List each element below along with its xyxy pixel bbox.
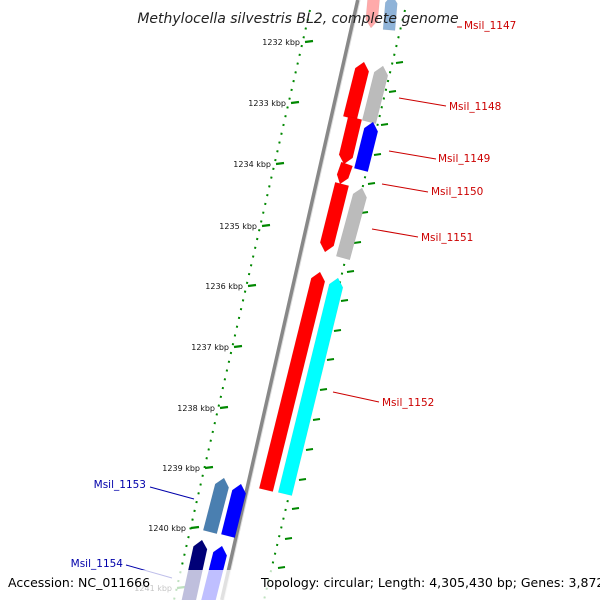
- kbp-tick: [204, 465, 214, 470]
- kbp-tick: [275, 161, 285, 166]
- genome-backbone: [220, 0, 360, 600]
- gene-label-msil-1151[interactable]: Msil_1151: [421, 232, 473, 244]
- track-tick: [373, 153, 382, 156]
- track-tick: [326, 358, 335, 361]
- kbp-scale: 1232 kbp 1233 kbp 1234 kbp 1235 kbp 1236 kbp…: [134, 38, 404, 593]
- kbp-tick-label: 1239 kbp: [162, 464, 200, 473]
- gene-msil-1147[interactable]: [365, 0, 380, 29]
- gene-label-msil-1147[interactable]: Msil_1147: [464, 20, 516, 32]
- label-leader-line: [388, 150, 437, 160]
- track-tick: [305, 448, 314, 451]
- kbp-tick: [247, 283, 257, 288]
- kbp-tick: [190, 525, 200, 530]
- gene-labels: Msil_1147 Msil_1148 Msil_1149 Msil_1150 Msil…: [71, 20, 516, 579]
- gene-label-msil-1152[interactable]: Msil_1152: [382, 397, 434, 409]
- label-leader-line: [332, 391, 380, 403]
- track-tick: [319, 388, 328, 391]
- track-tick: [312, 418, 321, 421]
- accession-text: Accession: NC_011666: [8, 575, 150, 590]
- kbp-tick: [261, 223, 271, 228]
- gene-label-msil-1154[interactable]: Msil_1154: [71, 558, 124, 570]
- track-tick: [388, 90, 397, 93]
- kbp-tick: [290, 100, 300, 105]
- footer-background: [0, 570, 600, 600]
- gene-features: [181, 0, 398, 600]
- kbp-tick-label: 1237 kbp: [191, 343, 229, 352]
- gene-msil-1149b[interactable]: [353, 121, 379, 173]
- gene-msil-1150[interactable]: [336, 161, 353, 185]
- gene-label-msil-1149[interactable]: Msil_1149: [438, 153, 490, 165]
- kbp-tick: [304, 39, 314, 44]
- track-tick: [395, 61, 404, 64]
- gene-msil-1153b[interactable]: [220, 483, 247, 539]
- gene-msil-1151b[interactable]: [335, 187, 367, 261]
- inner-dotted-track: [263, 9, 406, 600]
- gene-msil-1149[interactable]: [338, 116, 363, 165]
- gene-msil-1147b[interactable]: [382, 0, 398, 31]
- gene-msil-1152b[interactable]: [277, 277, 344, 496]
- label-leader-line: [398, 97, 447, 107]
- label-leader-line: [371, 228, 419, 238]
- track-tick: [380, 123, 389, 126]
- gene-label-msil-1148[interactable]: Msil_1148: [449, 101, 501, 113]
- track-tick: [353, 241, 362, 244]
- kbp-tick-label: 1236 kbp: [205, 282, 243, 291]
- kbp-tick-label: 1233 kbp: [248, 99, 286, 108]
- gene-label-msil-1150[interactable]: Msil_1150: [431, 186, 483, 198]
- label-leader-line: [381, 183, 429, 193]
- gene-msil-1153[interactable]: [202, 477, 230, 535]
- topology-text: Topology: circular; Length: 4,305,430 bp…: [260, 575, 600, 590]
- kbp-tick-label: 1240 kbp: [148, 524, 186, 533]
- track-tick: [346, 270, 355, 273]
- kbp-tick-label: 1234 kbp: [233, 160, 271, 169]
- genome-backbone-highlight: [223, 0, 361, 600]
- kbp-tick-label: 1238 kbp: [177, 404, 215, 413]
- track-tick: [284, 537, 293, 540]
- kbp-tick: [233, 344, 243, 349]
- kbp-ruler-dotted: [173, 9, 311, 600]
- track-tick: [367, 182, 376, 185]
- label-leader-line: [149, 486, 195, 500]
- gene-msil-1152[interactable]: [258, 271, 326, 492]
- gene-msil-1148b[interactable]: [361, 65, 389, 125]
- track-tick: [291, 507, 300, 510]
- kbp-tick: [219, 405, 229, 410]
- kbp-tick-label: 1235 kbp: [219, 222, 257, 231]
- kbp-tick-label: 1232 kbp: [262, 38, 300, 47]
- track-tick: [277, 566, 286, 569]
- track-tick: [298, 478, 307, 481]
- track-tick: [340, 299, 349, 302]
- gene-msil-1151[interactable]: [319, 181, 350, 253]
- gene-label-msil-1153[interactable]: Msil_1153: [94, 479, 146, 491]
- track-tick: [333, 329, 342, 332]
- map-title: Methylocella silvestris BL2, complete ge…: [137, 11, 458, 27]
